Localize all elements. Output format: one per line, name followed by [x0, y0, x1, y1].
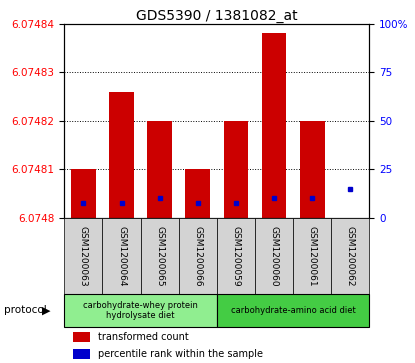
Bar — [73, 332, 90, 342]
Text: transformed count: transformed count — [98, 332, 189, 342]
FancyBboxPatch shape — [293, 218, 331, 294]
Text: GSM1200064: GSM1200064 — [117, 226, 126, 286]
FancyBboxPatch shape — [64, 218, 103, 294]
FancyBboxPatch shape — [217, 218, 255, 294]
FancyBboxPatch shape — [255, 218, 293, 294]
Bar — [300, 121, 325, 218]
Text: percentile rank within the sample: percentile rank within the sample — [98, 349, 263, 359]
Text: GSM1200059: GSM1200059 — [232, 225, 240, 286]
Bar — [109, 91, 134, 218]
Text: carbohydrate-amino acid diet: carbohydrate-amino acid diet — [231, 306, 356, 315]
FancyBboxPatch shape — [217, 294, 369, 327]
FancyBboxPatch shape — [103, 218, 141, 294]
Text: GSM1200063: GSM1200063 — [79, 225, 88, 286]
Text: protocol: protocol — [4, 305, 47, 315]
FancyBboxPatch shape — [179, 218, 217, 294]
Bar — [186, 169, 210, 218]
Bar — [147, 121, 172, 218]
Bar — [224, 121, 248, 218]
FancyBboxPatch shape — [331, 218, 369, 294]
FancyBboxPatch shape — [141, 218, 179, 294]
Text: GSM1200065: GSM1200065 — [155, 225, 164, 286]
Text: GSM1200062: GSM1200062 — [346, 226, 355, 286]
Text: ▶: ▶ — [42, 305, 50, 315]
Text: carbohydrate-whey protein
hydrolysate diet: carbohydrate-whey protein hydrolysate di… — [83, 301, 198, 320]
Text: GSM1200066: GSM1200066 — [193, 225, 202, 286]
Text: GSM1200061: GSM1200061 — [308, 225, 317, 286]
Text: GSM1200060: GSM1200060 — [269, 225, 278, 286]
Bar — [71, 169, 96, 218]
Bar — [261, 33, 286, 218]
FancyBboxPatch shape — [64, 294, 217, 327]
Bar — [73, 349, 90, 359]
Title: GDS5390 / 1381082_at: GDS5390 / 1381082_at — [136, 9, 298, 23]
